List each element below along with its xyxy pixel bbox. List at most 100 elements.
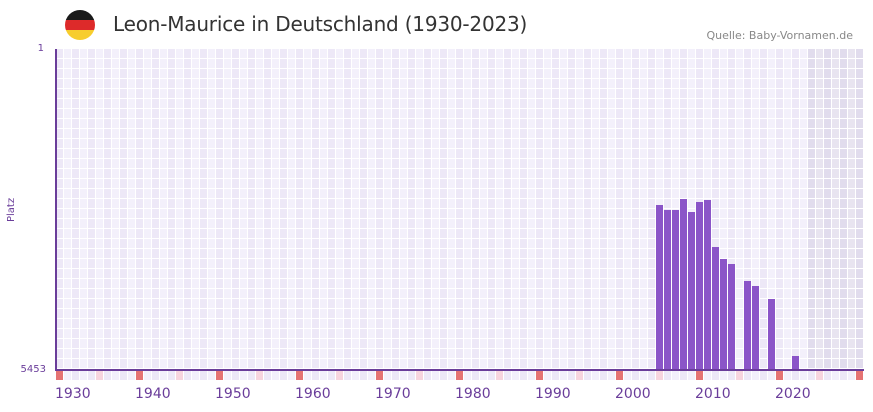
grid-cell <box>656 139 663 148</box>
grid-cell <box>72 279 79 288</box>
grid-cell <box>728 249 735 258</box>
grid-cell <box>568 119 575 128</box>
bar-2009[interactable] <box>688 212 695 370</box>
grid-cell <box>504 99 511 108</box>
grid-cell <box>208 279 215 288</box>
grid-cell <box>816 309 823 318</box>
grid-cell <box>720 239 727 248</box>
grid-cell <box>112 289 119 298</box>
bar-2013[interactable] <box>720 258 727 370</box>
grid-cell <box>264 349 271 358</box>
grid-cell <box>488 49 495 58</box>
bar-2007[interactable] <box>672 209 679 370</box>
grid-cell <box>784 239 791 248</box>
grid-cell <box>376 179 383 188</box>
grid-cell <box>312 169 319 178</box>
grid-cell <box>336 129 343 138</box>
grid-cell <box>176 79 183 88</box>
grid-cell <box>320 359 327 368</box>
grid-cell <box>152 359 159 368</box>
grid-cell <box>88 309 95 318</box>
grid-cell <box>312 99 319 108</box>
grid-cell <box>584 269 591 278</box>
grid-cell <box>664 59 671 68</box>
grid-cell <box>336 319 343 328</box>
grid-cell <box>352 159 359 168</box>
grid-cell <box>344 149 351 158</box>
grid-cell <box>168 319 175 328</box>
grid-cell <box>616 169 623 178</box>
grid-cell <box>296 259 303 268</box>
bar-2012[interactable] <box>712 246 719 370</box>
grid-cell <box>520 209 527 218</box>
grid-cell <box>160 69 167 78</box>
grid-cell <box>120 149 127 158</box>
grid-cell <box>256 69 263 78</box>
grid-cell <box>160 209 167 218</box>
grid-cell <box>304 79 311 88</box>
bar-2019[interactable] <box>768 298 775 370</box>
grid-cell <box>800 149 807 158</box>
grid-cell <box>400 239 407 248</box>
grid-cell <box>448 319 455 328</box>
grid-cell <box>672 49 679 58</box>
grid-cell <box>480 299 487 308</box>
grid-cell <box>744 269 751 278</box>
grid-cell <box>392 119 399 128</box>
grid-cell <box>280 309 287 318</box>
grid-cell <box>440 99 447 108</box>
grid-cell <box>200 209 207 218</box>
grid-cell <box>640 229 647 238</box>
grid-cell <box>448 149 455 158</box>
grid-cell <box>472 199 479 208</box>
grid-cell <box>632 309 639 318</box>
grid-cell <box>160 149 167 158</box>
grid-cell <box>504 349 511 358</box>
grid-cell <box>808 239 815 248</box>
grid-cell <box>592 139 599 148</box>
grid-cell <box>680 139 687 148</box>
grid-cell <box>808 249 815 258</box>
bar-2006[interactable] <box>664 209 671 370</box>
grid-cell <box>304 199 311 208</box>
grid-cell <box>280 169 287 178</box>
grid-cell <box>472 239 479 248</box>
grid-cell <box>792 79 799 88</box>
grid-cell <box>464 359 471 368</box>
bar-2008[interactable] <box>680 198 687 370</box>
bar-2016[interactable] <box>744 280 751 370</box>
grid-cell <box>800 129 807 138</box>
grid-cell <box>368 199 375 208</box>
grid-cell <box>384 79 391 88</box>
grid-cell <box>840 179 847 188</box>
bar-2005[interactable] <box>656 204 663 370</box>
grid-cell <box>144 169 151 178</box>
bar-2010[interactable] <box>696 202 703 370</box>
bar-2022[interactable] <box>792 355 799 370</box>
flag-stripe-gold <box>65 30 95 40</box>
grid-cell <box>800 239 807 248</box>
grid-cell <box>536 269 543 278</box>
grid-cell <box>600 279 607 288</box>
grid-cell <box>160 269 167 278</box>
grid-cell <box>720 79 727 88</box>
grid-cell <box>824 339 831 348</box>
grid-cell <box>520 79 527 88</box>
grid-cell <box>416 159 423 168</box>
grid-cell <box>568 109 575 118</box>
grid-cell <box>256 169 263 178</box>
grid-cell <box>816 189 823 198</box>
chart-title: Leon-Maurice in Deutschland (1930-2023) <box>113 12 528 36</box>
grid-cell <box>840 159 847 168</box>
grid-cell <box>152 199 159 208</box>
bar-2017[interactable] <box>752 285 759 370</box>
year-marker <box>568 371 575 380</box>
grid-cell <box>232 319 239 328</box>
grid-cell <box>128 159 135 168</box>
bar-2014[interactable] <box>728 263 735 370</box>
grid-cell <box>208 59 215 68</box>
grid-cell <box>504 159 511 168</box>
grid-cell <box>416 209 423 218</box>
grid-cell <box>528 89 535 98</box>
bar-2011[interactable] <box>704 199 711 370</box>
